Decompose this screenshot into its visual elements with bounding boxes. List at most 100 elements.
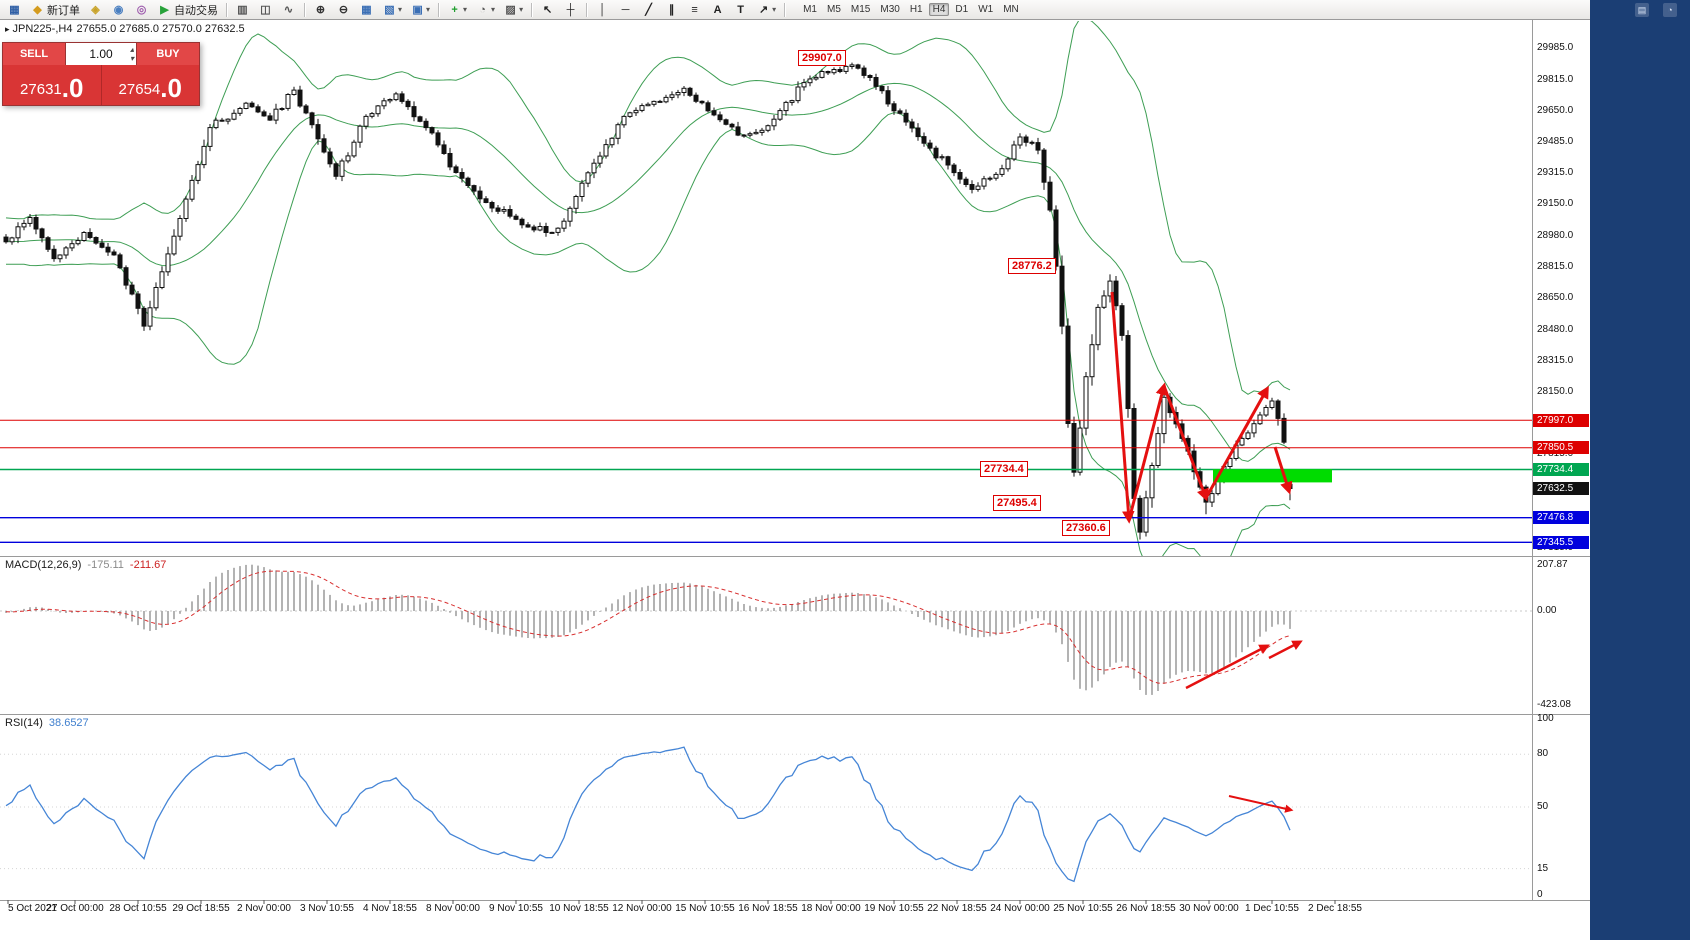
volume-down-button[interactable]: ▾ bbox=[129, 54, 134, 63]
right-panel-icon-1[interactable]: ▤ bbox=[1635, 3, 1649, 17]
timeframe-h1-button[interactable]: H1 bbox=[909, 4, 923, 15]
time-axis-label: 28 Oct 10:55 bbox=[109, 903, 167, 914]
rsi-panel[interactable] bbox=[0, 746, 1532, 883]
price-callout-label[interactable]: 29907.0 bbox=[798, 50, 846, 66]
zoom-in-icon: ⊕ bbox=[315, 3, 326, 16]
one-click-trading-panel: SELL 1.00 ▴ ▾ BUY 27631.0 27654.0 bbox=[2, 42, 200, 106]
time-axis-label: 29 Oct 18:55 bbox=[172, 903, 230, 914]
sell-button[interactable]: SELL bbox=[3, 43, 65, 65]
market-watch-icon: ◉ bbox=[113, 3, 124, 16]
macd-panel[interactable] bbox=[0, 564, 1532, 695]
dropdown-caret-icon: ▾ bbox=[463, 5, 468, 14]
autotrading-button[interactable]: ▶ 自动交易 bbox=[154, 1, 221, 18]
cursor-icon[interactable]: ↖ bbox=[537, 1, 558, 18]
zoom-out-icon[interactable]: ⊖ bbox=[333, 1, 354, 18]
toolbar-separator bbox=[226, 2, 227, 17]
rsi-arrows[interactable] bbox=[1228, 795, 1294, 813]
macd-arrows[interactable] bbox=[1185, 640, 1303, 690]
timeframe-m5-button[interactable]: M5 bbox=[827, 4, 841, 15]
tile-windows-icon[interactable]: ▦ bbox=[356, 1, 377, 18]
trend-arrows[interactable] bbox=[1110, 291, 1293, 524]
volume-value[interactable]: 1.00 bbox=[89, 47, 113, 61]
fibonacci-icon: ≡ bbox=[691, 3, 698, 16]
new-order-button-label: 新订单 bbox=[47, 4, 80, 17]
timeframe-m1-button[interactable]: M1 bbox=[803, 4, 817, 15]
time-axis-label: 24 Nov 00:00 bbox=[990, 903, 1050, 914]
zoom-in-icon[interactable]: ⊕ bbox=[310, 1, 331, 18]
price-axis-label: 29815.0 bbox=[1537, 74, 1574, 85]
price-line-badge: 27734.4 bbox=[1533, 463, 1589, 476]
time-axis[interactable] bbox=[7, 900, 1336, 904]
vertical-line-icon: │ bbox=[599, 3, 607, 16]
new-chart-button[interactable]: ▧ ▾ bbox=[379, 1, 405, 18]
buy-price[interactable]: 27654.0 bbox=[102, 65, 200, 105]
buy-button[interactable]: BUY bbox=[137, 43, 199, 65]
buy-price-pips: .0 bbox=[160, 73, 182, 103]
app-icon: ▦ bbox=[9, 3, 20, 16]
equidistant-channel-icon[interactable]: ∥ bbox=[661, 1, 682, 18]
timeframe-d1-button[interactable]: D1 bbox=[955, 4, 969, 15]
market-watch-icon[interactable]: ◉ bbox=[108, 1, 129, 18]
timeframe-w1-button[interactable]: W1 bbox=[978, 4, 994, 15]
crosshair-icon[interactable]: ┼ bbox=[560, 1, 581, 18]
time-axis-label: 10 Nov 18:55 bbox=[549, 903, 609, 914]
price-callout-label[interactable]: 27360.6 bbox=[1062, 520, 1110, 536]
zoom-out-icon: ⊖ bbox=[338, 3, 349, 16]
templates-button[interactable]: ▨ ▾ bbox=[500, 1, 526, 18]
timeframe-m30-button[interactable]: M30 bbox=[880, 4, 900, 15]
dropdown-caret-icon: ▾ bbox=[426, 5, 431, 14]
candles-layer[interactable] bbox=[3, 62, 1293, 540]
price-callout-label[interactable]: 27734.4 bbox=[980, 461, 1028, 477]
dropdown-caret-icon: ▾ bbox=[491, 5, 496, 14]
text-label-icon[interactable]: T bbox=[730, 1, 751, 18]
metaeditor-icon[interactable]: ◈ bbox=[85, 1, 106, 18]
toolbar-separator bbox=[531, 2, 533, 17]
price-axis-label: 29985.0 bbox=[1537, 42, 1574, 53]
indicators-button[interactable]: + ▾ bbox=[444, 1, 470, 18]
timeframe-mn-button[interactable]: MN bbox=[1003, 4, 1019, 15]
bar-chart-icon: ▥ bbox=[237, 3, 248, 16]
price-callout-label[interactable]: 27495.4 bbox=[993, 495, 1041, 511]
price-line-badge: 27997.0 bbox=[1533, 414, 1589, 427]
arrows-icon[interactable]: ↗ ▾ bbox=[753, 1, 779, 18]
right-panel-icon-2[interactable]: ◔ bbox=[1663, 3, 1677, 17]
horizontal-line-icon[interactable]: ─ bbox=[615, 1, 636, 18]
price-axis-label: 29650.0 bbox=[1537, 105, 1574, 116]
candlestick-chart-icon[interactable]: ◫ bbox=[255, 1, 276, 18]
support-zone-rectangle[interactable] bbox=[1213, 469, 1332, 483]
dropdown-caret-icon: ▾ bbox=[398, 5, 403, 14]
volume-up-button[interactable]: ▴ bbox=[129, 45, 134, 54]
time-axis-label: 19 Nov 10:55 bbox=[864, 903, 924, 914]
toolbar-separator bbox=[784, 2, 786, 17]
vertical-line-icon[interactable]: │ bbox=[592, 1, 613, 18]
new-order-icon: ◆ bbox=[33, 3, 42, 16]
bar-chart-icon[interactable]: ▥ bbox=[232, 1, 253, 18]
price-line-badge: 27476.8 bbox=[1533, 511, 1589, 524]
timeframe-h4-button[interactable]: H4 bbox=[928, 3, 950, 16]
price-axis-label: 28650.0 bbox=[1537, 292, 1574, 303]
time-axis-label: 3 Nov 10:55 bbox=[300, 903, 354, 914]
text-icon[interactable]: A bbox=[707, 1, 728, 18]
panel-separators bbox=[0, 20, 1590, 901]
profiles-button[interactable]: ▣ ▾ bbox=[407, 1, 433, 18]
new-order-button[interactable]: ◆ 新订单 bbox=[27, 1, 83, 18]
templates-icon: ▨ bbox=[505, 3, 516, 16]
volume-field[interactable]: 1.00 ▴ ▾ bbox=[65, 43, 137, 65]
autotrading-icon: ▶ bbox=[160, 3, 169, 16]
candlestick-chart-icon: ◫ bbox=[260, 3, 271, 16]
trendline-icon[interactable]: ╱ bbox=[638, 1, 659, 18]
price-callout-label[interactable]: 28776.2 bbox=[1008, 258, 1056, 274]
fibonacci-icon[interactable]: ≡ bbox=[684, 1, 705, 18]
periods-button[interactable]: ◔ ▾ bbox=[472, 1, 498, 18]
app-icon[interactable]: ▦ bbox=[4, 1, 25, 18]
indicators-icon: + bbox=[451, 3, 458, 16]
time-axis-label: 30 Nov 00:00 bbox=[1179, 903, 1239, 914]
navigator-icon[interactable]: ◎ bbox=[131, 1, 152, 18]
sell-price[interactable]: 27631.0 bbox=[3, 65, 102, 105]
line-chart-icon[interactable]: ∿ bbox=[278, 1, 299, 18]
timeframe-m15-button[interactable]: M15 bbox=[850, 4, 871, 15]
price-axis-label: 28815.0 bbox=[1537, 261, 1574, 272]
time-axis-label: 25 Nov 10:55 bbox=[1053, 903, 1113, 914]
